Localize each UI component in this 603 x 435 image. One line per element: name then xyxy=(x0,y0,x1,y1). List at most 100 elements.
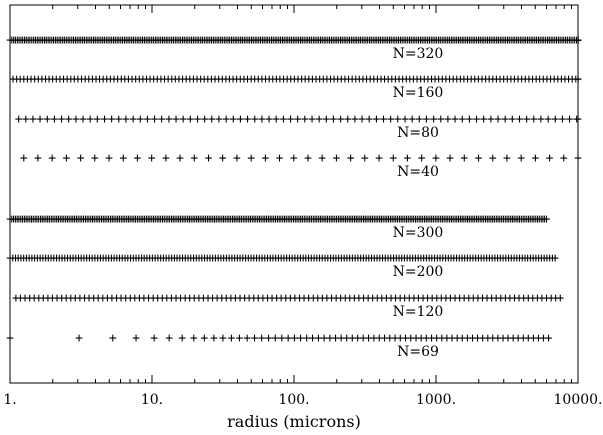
point-marker: + xyxy=(349,212,357,227)
point-marker: + xyxy=(494,112,502,127)
point-marker: + xyxy=(155,212,163,227)
point-marker: + xyxy=(572,72,580,87)
point-marker: + xyxy=(360,212,368,227)
point-marker: + xyxy=(496,33,504,48)
point-marker: + xyxy=(34,151,42,166)
point-marker: + xyxy=(514,72,522,87)
point-marker: + xyxy=(458,331,466,346)
point-marker: + xyxy=(531,151,539,166)
point-marker: + xyxy=(502,251,510,266)
point-marker: + xyxy=(224,33,232,48)
point-marker: + xyxy=(28,251,36,266)
point-marker: + xyxy=(363,72,371,87)
point-marker: + xyxy=(411,33,419,48)
point-marker: + xyxy=(329,212,337,227)
point-marker: + xyxy=(450,251,458,266)
point-marker: + xyxy=(12,251,20,266)
point-marker: + xyxy=(435,33,443,48)
point-marker: + xyxy=(108,33,116,48)
point-marker: + xyxy=(391,33,399,48)
point-marker: + xyxy=(277,33,285,48)
point-marker: + xyxy=(103,291,111,306)
point-marker: + xyxy=(189,212,197,227)
point-marker: + xyxy=(476,212,484,227)
point-marker: + xyxy=(83,212,91,227)
point-marker: + xyxy=(140,251,148,266)
point-marker: + xyxy=(201,251,209,266)
point-marker: + xyxy=(498,212,506,227)
point-marker: + xyxy=(258,72,266,87)
point-marker: + xyxy=(472,251,480,266)
point-marker: + xyxy=(164,72,172,87)
point-marker: + xyxy=(228,331,236,346)
point-marker: + xyxy=(348,72,356,87)
point-marker: + xyxy=(332,331,340,346)
point-marker: + xyxy=(162,33,170,48)
point-marker: + xyxy=(528,212,536,227)
point-marker: + xyxy=(44,291,52,306)
point-marker: + xyxy=(460,33,468,48)
point-marker: + xyxy=(295,33,303,48)
point-marker: + xyxy=(474,72,482,87)
point-marker: + xyxy=(117,212,125,227)
point-marker: + xyxy=(76,212,84,227)
point-marker: + xyxy=(55,33,63,48)
point-marker: + xyxy=(524,251,532,266)
point-marker: + xyxy=(358,33,366,48)
point-marker: + xyxy=(278,33,286,48)
point-marker: + xyxy=(337,112,345,127)
point-marker: + xyxy=(258,331,266,346)
point-marker: + xyxy=(479,291,487,306)
point-marker: + xyxy=(463,331,471,346)
point-marker: + xyxy=(315,33,323,48)
point-marker: + xyxy=(154,291,162,306)
point-marker: + xyxy=(58,112,66,127)
point-marker: + xyxy=(226,33,234,48)
point-marker: + xyxy=(394,112,402,127)
point-marker: + xyxy=(438,33,446,48)
point-marker: + xyxy=(175,33,183,48)
point-marker: + xyxy=(143,251,151,266)
point-marker: + xyxy=(227,291,235,306)
point-marker: + xyxy=(74,212,82,227)
point-marker: + xyxy=(427,33,435,48)
point-marker: + xyxy=(525,33,533,48)
point-marker: + xyxy=(138,251,146,266)
point-marker: + xyxy=(9,251,17,266)
point-marker: + xyxy=(489,151,497,166)
point-marker: + xyxy=(41,33,49,48)
point-marker: + xyxy=(32,33,40,48)
point-marker: + xyxy=(48,33,56,48)
point-marker: + xyxy=(203,251,211,266)
point-marker: + xyxy=(426,212,434,227)
point-marker: + xyxy=(461,251,469,266)
point-marker: + xyxy=(333,212,341,227)
point-marker: + xyxy=(286,212,294,227)
point-marker: + xyxy=(376,212,384,227)
point-marker: + xyxy=(355,72,363,87)
point-marker: + xyxy=(574,33,582,48)
point-marker: + xyxy=(410,72,418,87)
point-marker: + xyxy=(503,151,511,166)
point-marker: + xyxy=(104,33,112,48)
point-marker: + xyxy=(316,72,324,87)
point-marker: + xyxy=(44,251,52,266)
point-marker: + xyxy=(137,212,145,227)
point-marker: + xyxy=(208,33,216,48)
point-marker: + xyxy=(365,212,373,227)
point-marker: + xyxy=(258,112,266,127)
point-marker: + xyxy=(536,33,544,48)
point-marker: + xyxy=(96,251,104,266)
point-marker: + xyxy=(86,251,94,266)
point-marker: + xyxy=(204,33,212,48)
point-marker: + xyxy=(40,212,48,227)
point-marker: + xyxy=(141,212,149,227)
point-marker: + xyxy=(340,33,348,48)
point-marker: + xyxy=(128,212,136,227)
point-marker: + xyxy=(17,212,25,227)
point-marker: + xyxy=(85,212,93,227)
point-marker: + xyxy=(464,251,472,266)
point-marker: + xyxy=(205,151,213,166)
point-marker: + xyxy=(257,33,265,48)
point-marker: + xyxy=(396,331,404,346)
